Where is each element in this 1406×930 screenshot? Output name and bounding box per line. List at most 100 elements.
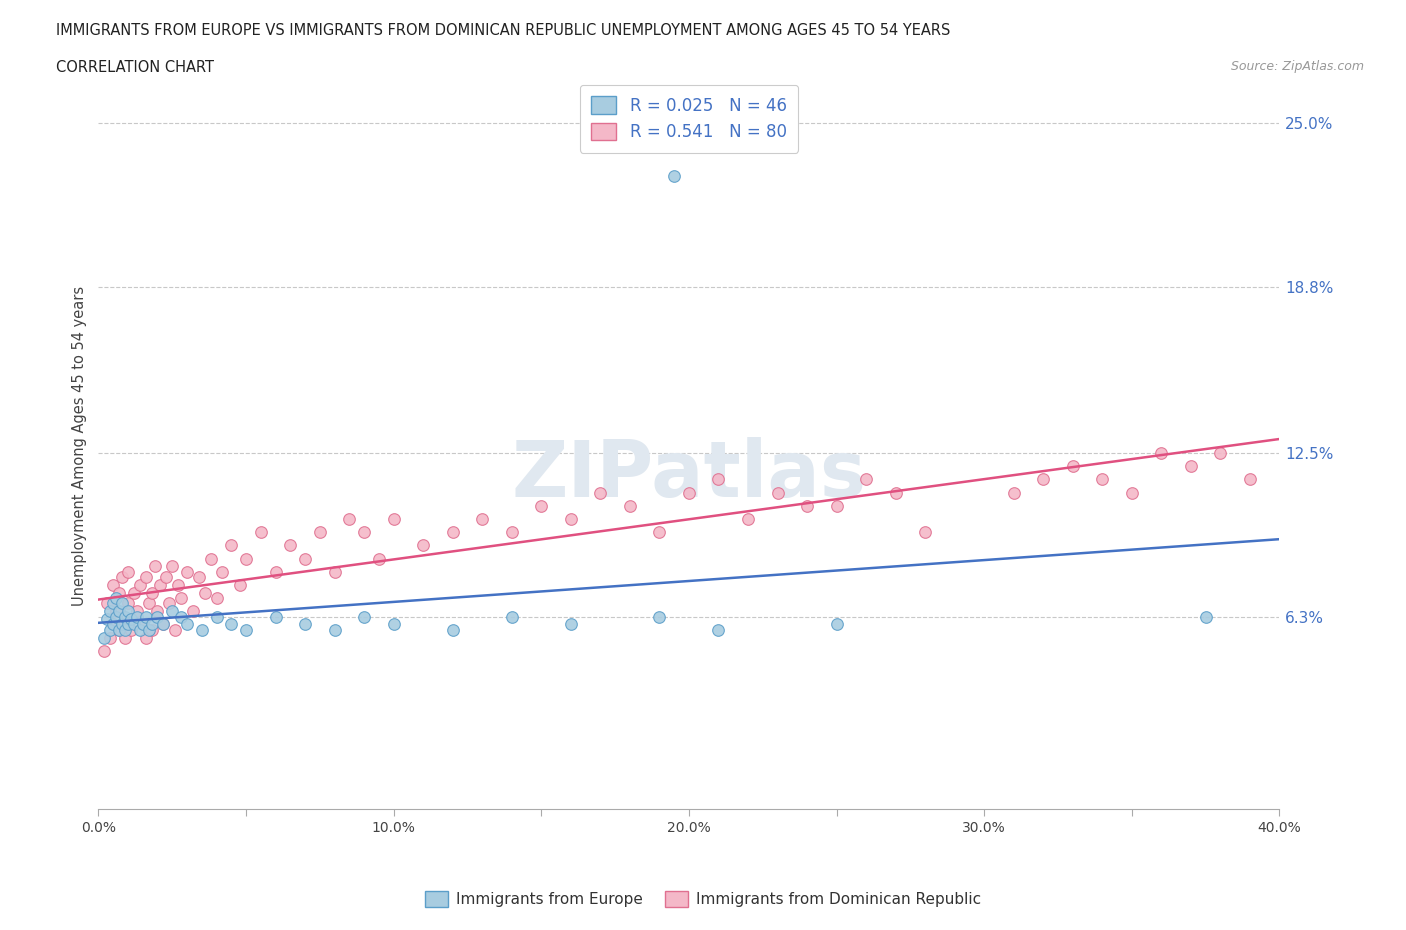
Point — [707, 622, 730, 637]
Point — [108, 622, 131, 637]
Point — [93, 631, 115, 645]
Point — [1180, 458, 1202, 473]
Point — [170, 591, 193, 605]
Legend: Immigrants from Europe, Immigrants from Dominican Republic: Immigrants from Europe, Immigrants from … — [419, 884, 987, 913]
Point — [167, 578, 190, 592]
Point — [141, 585, 163, 600]
Point — [138, 622, 160, 637]
Point — [664, 168, 686, 183]
Y-axis label: Unemployment Among Ages 45 to 54 years: Unemployment Among Ages 45 to 54 years — [72, 286, 87, 606]
Point — [181, 604, 204, 618]
Point — [441, 622, 464, 637]
Point — [149, 578, 172, 592]
Point — [205, 591, 228, 605]
Point — [382, 512, 405, 526]
Point — [111, 617, 134, 631]
Point — [103, 596, 125, 611]
Point — [111, 596, 134, 611]
Point — [294, 551, 316, 566]
Point — [114, 622, 136, 637]
Point — [105, 591, 128, 605]
Point — [125, 604, 148, 618]
Point — [1062, 458, 1084, 473]
Point — [619, 498, 641, 513]
Point — [200, 551, 222, 566]
Point — [1150, 445, 1173, 460]
Point — [120, 612, 142, 627]
Point — [146, 609, 169, 624]
Point — [98, 604, 121, 618]
Point — [884, 485, 907, 500]
Point — [353, 609, 375, 624]
Point — [141, 617, 163, 631]
Text: ZIPatlas: ZIPatlas — [512, 437, 866, 513]
Point — [309, 525, 332, 539]
Point — [117, 565, 139, 579]
Point — [1091, 472, 1114, 486]
Point — [108, 585, 131, 600]
Point — [855, 472, 877, 486]
Point — [93, 644, 115, 658]
Point — [1195, 609, 1218, 624]
Point — [235, 622, 257, 637]
Point — [132, 617, 155, 631]
Text: CORRELATION CHART: CORRELATION CHART — [56, 60, 214, 75]
Point — [250, 525, 273, 539]
Point — [766, 485, 789, 500]
Point — [103, 578, 125, 592]
Point — [501, 609, 523, 624]
Point — [128, 578, 150, 592]
Point — [589, 485, 612, 500]
Point — [162, 559, 183, 574]
Point — [108, 604, 131, 618]
Point — [441, 525, 464, 539]
Point — [176, 617, 198, 631]
Point — [152, 617, 174, 631]
Point — [120, 622, 142, 637]
Point — [229, 578, 252, 592]
Point — [191, 622, 214, 637]
Text: IMMIGRANTS FROM EUROPE VS IMMIGRANTS FROM DOMINICAN REPUBLIC UNEMPLOYMENT AMONG : IMMIGRANTS FROM EUROPE VS IMMIGRANTS FRO… — [56, 23, 950, 38]
Point — [125, 609, 148, 624]
Point — [103, 617, 125, 631]
Point — [648, 609, 671, 624]
Point — [98, 631, 121, 645]
Point — [135, 631, 157, 645]
Point — [219, 617, 242, 631]
Point — [205, 609, 228, 624]
Point — [1239, 472, 1261, 486]
Point — [128, 622, 150, 637]
Point — [162, 604, 183, 618]
Point — [111, 569, 134, 584]
Point — [825, 617, 848, 631]
Point — [235, 551, 257, 566]
Point — [1121, 485, 1143, 500]
Point — [560, 617, 582, 631]
Point — [96, 612, 118, 627]
Point — [825, 498, 848, 513]
Point — [707, 472, 730, 486]
Point — [141, 622, 163, 637]
Point — [138, 596, 160, 611]
Point — [98, 622, 121, 637]
Point — [560, 512, 582, 526]
Point — [219, 538, 242, 552]
Point — [353, 525, 375, 539]
Point — [114, 609, 136, 624]
Point — [117, 604, 139, 618]
Point — [152, 617, 174, 631]
Text: Source: ZipAtlas.com: Source: ZipAtlas.com — [1230, 60, 1364, 73]
Point — [1209, 445, 1232, 460]
Point — [382, 617, 405, 631]
Point — [135, 569, 157, 584]
Point — [155, 569, 177, 584]
Point — [471, 512, 494, 526]
Point — [501, 525, 523, 539]
Point — [737, 512, 759, 526]
Point — [117, 596, 139, 611]
Point — [122, 585, 145, 600]
Point — [96, 596, 118, 611]
Point — [187, 569, 209, 584]
Point — [294, 617, 316, 631]
Point — [339, 512, 360, 526]
